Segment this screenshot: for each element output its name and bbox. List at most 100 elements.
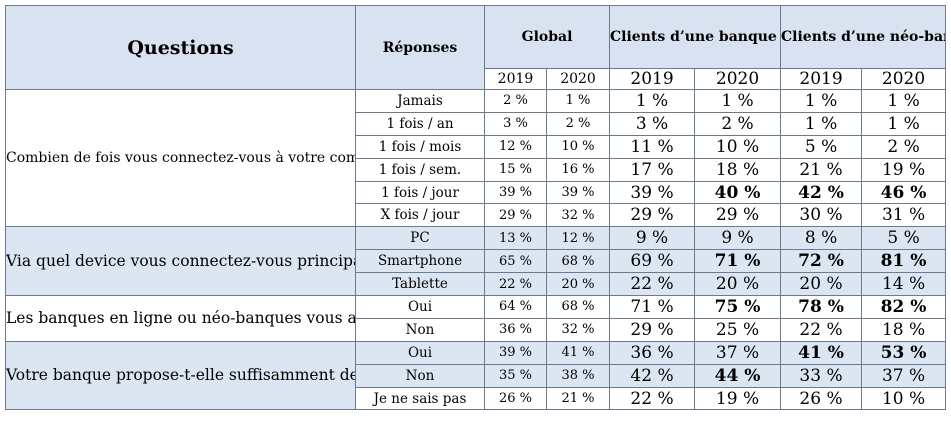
cell-neo-2019: 22 % bbox=[780, 317, 863, 342]
year-trad-2020: 2020 bbox=[694, 68, 782, 90]
cell-neo-2020: 14 % bbox=[861, 272, 947, 297]
cell-neo-2020: 1 % bbox=[861, 111, 947, 136]
cell-trad-2019: 9 % bbox=[609, 226, 696, 251]
cell-global-2019: 2 % bbox=[484, 89, 547, 113]
cell-neo-2019: 1 % bbox=[780, 111, 863, 136]
cell-neo-2020: 37 % bbox=[861, 363, 947, 388]
cell-global-2020: 68 % bbox=[545, 295, 611, 319]
cell-global-2020: 32 % bbox=[545, 317, 611, 342]
cell-trad-2019: 39 % bbox=[609, 180, 696, 205]
cell-global-2019: 65 % bbox=[484, 249, 547, 274]
cell-global-2020: 10 % bbox=[545, 134, 611, 159]
cell-neo-2019: 21 % bbox=[780, 157, 863, 182]
cell-trad-2020: 10 % bbox=[694, 134, 782, 159]
cell-global-2020: 1 % bbox=[545, 89, 611, 113]
cell-global-2019: 13 % bbox=[484, 226, 547, 251]
cell-global-2019: 15 % bbox=[484, 157, 547, 182]
cell-trad-2019: 69 % bbox=[609, 249, 696, 274]
question-connection-frequency: Combien de fois vous connectez-vous à vo… bbox=[5, 88, 356, 228]
year-neo-2020: 2020 bbox=[861, 68, 947, 90]
cell-global-2019: 12 % bbox=[484, 134, 547, 159]
cell-trad-2019: 29 % bbox=[609, 203, 696, 228]
cell-global-2020: 21 % bbox=[545, 386, 611, 411]
cell-global-2019: 29 % bbox=[484, 203, 547, 228]
response-label: Jamais bbox=[355, 89, 485, 113]
table-row: Je ne sais pas 26 % 21 % 22 % 19 % 26 % … bbox=[5, 386, 947, 411]
cell-trad-2020: 75 % bbox=[694, 295, 782, 319]
cell-neo-2020: 5 % bbox=[861, 226, 947, 251]
cell-neo-2019: 8 % bbox=[780, 226, 863, 251]
response-label: PC bbox=[355, 226, 485, 251]
response-label: Oui bbox=[355, 295, 485, 319]
cell-trad-2019: 36 % bbox=[609, 340, 696, 365]
cell-trad-2020: 44 % bbox=[694, 363, 782, 388]
cell-neo-2020: 53 % bbox=[861, 340, 947, 365]
cell-global-2020: 38 % bbox=[545, 363, 611, 388]
cell-trad-2019: 22 % bbox=[609, 272, 696, 297]
cell-neo-2020: 31 % bbox=[861, 203, 947, 228]
cell-neo-2020: 10 % bbox=[861, 386, 947, 411]
response-label: Smartphone bbox=[355, 249, 485, 274]
cell-global-2020: 68 % bbox=[545, 249, 611, 274]
cell-neo-2019: 1 % bbox=[780, 89, 863, 113]
cell-neo-2019: 33 % bbox=[780, 363, 863, 388]
cell-neo-2020: 81 % bbox=[861, 249, 947, 274]
cell-neo-2019: 5 % bbox=[780, 134, 863, 159]
cell-trad-2020: 40 % bbox=[694, 180, 782, 205]
cell-global-2020: 12 % bbox=[545, 226, 611, 251]
cell-global-2019: 3 % bbox=[484, 111, 547, 136]
cell-trad-2020: 2 % bbox=[694, 111, 782, 136]
response-label: Je ne sais pas bbox=[355, 386, 485, 411]
cell-trad-2020: 19 % bbox=[694, 386, 782, 411]
cell-neo-2020: 82 % bbox=[861, 295, 947, 319]
year-global-2019: 2019 bbox=[484, 68, 547, 90]
cell-trad-2020: 29 % bbox=[694, 203, 782, 228]
response-label: Tablette bbox=[355, 272, 485, 297]
table-row: Votre banque propose-t-elle suffisamment… bbox=[5, 340, 947, 411]
cell-trad-2020: 25 % bbox=[694, 317, 782, 342]
question-device: Via quel device vous connectez-vous prin… bbox=[5, 226, 356, 297]
cell-global-2020: 41 % bbox=[545, 340, 611, 365]
cell-trad-2019: 17 % bbox=[609, 157, 696, 182]
cell-trad-2020: 1 % bbox=[694, 89, 782, 113]
response-label: 1 fois / sem. bbox=[355, 157, 485, 182]
cell-trad-2019: 11 % bbox=[609, 134, 696, 159]
cell-global-2019: 35 % bbox=[484, 363, 547, 388]
cell-global-2019: 26 % bbox=[484, 386, 547, 411]
cell-trad-2019: 22 % bbox=[609, 386, 696, 411]
cell-neo-2020: 1 % bbox=[861, 89, 947, 113]
cell-trad-2020: 9 % bbox=[694, 226, 782, 251]
cell-global-2020: 20 % bbox=[545, 272, 611, 297]
year-trad-2019: 2019 bbox=[609, 68, 696, 90]
cell-trad-2019: 29 % bbox=[609, 317, 696, 342]
question-neobank-attraction: Les banques en ligne ou néo-banques vous… bbox=[5, 295, 356, 342]
cell-trad-2019: 71 % bbox=[609, 295, 696, 319]
cell-trad-2019: 1 % bbox=[609, 89, 696, 113]
response-label: Oui bbox=[355, 340, 485, 365]
cell-trad-2020: 18 % bbox=[694, 157, 782, 182]
cell-neo-2019: 41 % bbox=[780, 340, 863, 365]
cell-neo-2019: 78 % bbox=[780, 295, 863, 319]
cell-global-2019: 39 % bbox=[484, 340, 547, 365]
header-questions: Questions bbox=[5, 5, 356, 90]
header-global: Global bbox=[483, 5, 611, 69]
cell-neo-2019: 30 % bbox=[780, 203, 863, 228]
response-label: Non bbox=[355, 317, 485, 342]
response-label: 1 fois / jour bbox=[355, 180, 485, 205]
year-neo-2019: 2019 bbox=[780, 68, 863, 90]
response-label: 1 fois / mois bbox=[355, 134, 485, 159]
cell-neo-2019: 20 % bbox=[780, 272, 863, 297]
header-neo-bank: Clients d’une néo-banque âgés de 18-30 a… bbox=[780, 5, 947, 69]
cell-neo-2019: 26 % bbox=[780, 386, 863, 411]
survey-table: Questions Réponses Global Clients d’une … bbox=[5, 5, 947, 411]
year-global-2020: 2020 bbox=[545, 68, 611, 90]
response-label: 1 fois / an bbox=[355, 111, 485, 136]
cell-global-2019: 22 % bbox=[484, 272, 547, 297]
cell-trad-2019: 3 % bbox=[609, 111, 696, 136]
response-label: X fois / jour bbox=[355, 203, 485, 228]
cell-global-2019: 64 % bbox=[484, 295, 547, 319]
cell-trad-2019: 42 % bbox=[609, 363, 696, 388]
header-traditional-bank: Clients d’une banque traditionnelle âgés… bbox=[609, 5, 782, 69]
cell-trad-2020: 71 % bbox=[694, 249, 782, 274]
cell-neo-2019: 42 % bbox=[780, 180, 863, 205]
